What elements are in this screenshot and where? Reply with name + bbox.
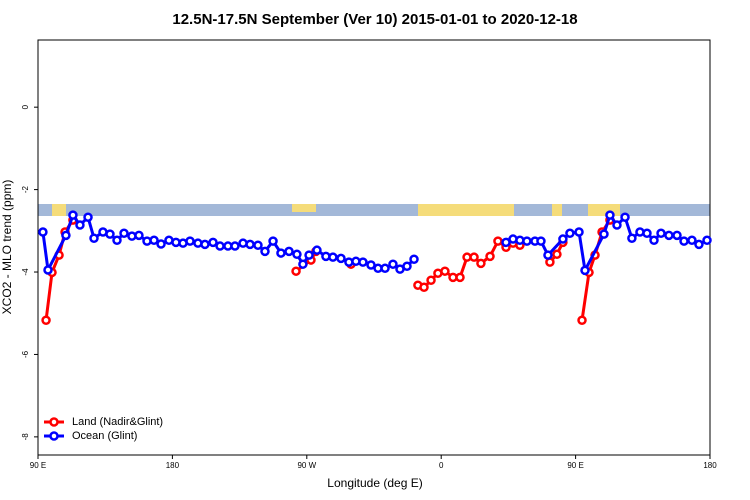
land-patch (52, 204, 66, 216)
land-patch (418, 204, 514, 216)
data-point (501, 237, 511, 248)
data-point (664, 230, 674, 241)
y-tick-label: -2 (21, 185, 30, 193)
data-point (253, 240, 263, 250)
data-point (208, 237, 218, 248)
data-point (41, 315, 51, 325)
data-point (291, 266, 301, 276)
data-point (105, 229, 115, 239)
data-point (574, 227, 584, 237)
series-line (41, 211, 708, 276)
chart-title: 12.5N-17.5N September (Ver 10) 2015-01-0… (172, 11, 577, 28)
data-point (304, 250, 314, 260)
data-point (620, 212, 630, 222)
data-point (536, 236, 546, 246)
x-tick-label: 180 (703, 461, 717, 470)
data-point (702, 235, 712, 246)
data-point (522, 236, 532, 246)
legend-marker (49, 417, 59, 427)
data-point (558, 234, 568, 244)
data-point (284, 246, 294, 257)
data-point (75, 220, 85, 230)
data-point (68, 210, 78, 220)
data-point (409, 254, 419, 264)
data-point (89, 233, 99, 243)
data-point (119, 228, 129, 239)
data-point (200, 239, 210, 250)
data-point (298, 259, 308, 269)
data-point (112, 235, 122, 246)
data-point (358, 257, 368, 267)
data-point (134, 230, 144, 241)
legend-marker (49, 431, 59, 441)
data-point (260, 246, 270, 257)
data-point (185, 236, 195, 246)
data-point (328, 252, 338, 262)
ocean-strip (38, 204, 710, 216)
data-point (476, 258, 486, 269)
data-point (565, 228, 575, 239)
data-point (43, 265, 53, 275)
x-tick-label: 90 E (567, 461, 583, 470)
data-point (276, 248, 286, 258)
y-tick-label: -4 (21, 268, 30, 276)
legend-label: Land (Nadir&Glint) (72, 416, 163, 428)
map-strip (38, 204, 710, 216)
data-point (440, 266, 450, 276)
data-point (336, 253, 346, 264)
y-tick-label: -8 (21, 433, 30, 441)
data-point (552, 249, 562, 260)
y-axis-label: XCO2 - MLO trend (ppm) (0, 180, 14, 315)
legend-label: Ocean (Glint) (72, 430, 137, 442)
data-point (292, 249, 302, 260)
x-tick-label: 0 (439, 461, 444, 470)
x-axis-label: Longitude (deg E) (327, 476, 422, 490)
data-point (627, 233, 637, 243)
data-point (215, 241, 225, 251)
data-point (612, 220, 622, 230)
data-point (455, 272, 465, 283)
data-point (388, 259, 398, 269)
data-point (230, 241, 240, 251)
data-point (656, 228, 666, 239)
data-point (599, 229, 609, 239)
data-point (83, 212, 93, 222)
data-point (61, 230, 71, 241)
data-point (380, 263, 390, 274)
data-point (402, 261, 412, 272)
data-point (426, 275, 436, 286)
data-point (580, 265, 590, 276)
data-point (493, 236, 503, 246)
y-tick-label: -6 (21, 350, 30, 358)
data-point (649, 235, 659, 246)
x-tick-label: 90 E (30, 461, 46, 470)
data-point (694, 239, 704, 250)
plot-frame (37, 39, 711, 456)
data-point (577, 315, 587, 325)
data-point (642, 228, 652, 239)
land-patch (588, 204, 620, 216)
data-point (419, 282, 429, 293)
y-tick-label: 0 (21, 104, 30, 109)
data-point (605, 210, 615, 220)
data-point (245, 239, 255, 250)
land-patch (552, 204, 562, 216)
data-point (687, 235, 697, 246)
data-point (672, 230, 682, 241)
data-point (312, 245, 322, 255)
data-point (38, 227, 48, 237)
data-point (679, 236, 689, 246)
x-tick-label: 180 (166, 461, 180, 470)
land-patch (292, 204, 316, 212)
x-tick-label: 90 W (297, 461, 316, 470)
data-point (149, 235, 159, 246)
data-point (485, 251, 495, 262)
data-point (543, 250, 553, 260)
data-point (156, 239, 166, 249)
data-point (469, 252, 479, 262)
data-point (366, 260, 376, 270)
data-point (268, 236, 278, 246)
